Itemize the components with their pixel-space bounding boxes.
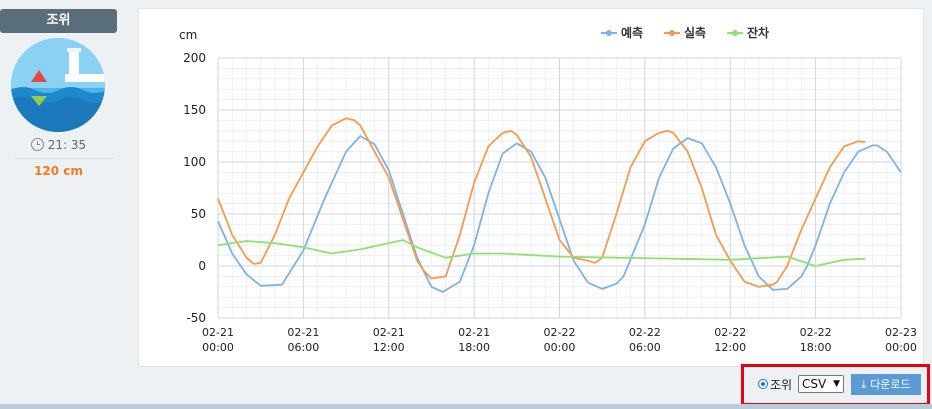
chart-legend: 예측 실측 잔차 [601, 25, 769, 40]
x-tick-time: 18:00 [800, 341, 832, 354]
x-tick-date: 02-22 [544, 326, 576, 339]
legend-marker-observed [669, 30, 675, 36]
x-tick-date: 02-21 [373, 326, 405, 339]
chart-series [217, 117, 902, 293]
x-tick-date: 02-21 [202, 326, 234, 339]
x-tick-time: 12:00 [714, 341, 746, 354]
x-tick-time: 00:00 [544, 341, 576, 354]
series-line-residual [217, 239, 866, 267]
y-tick-label: 150 [183, 103, 206, 117]
tide-chart-panel: 200 150 100 50 0 -50 02-21 00:00 02-21 06:00 02-2… [138, 8, 924, 367]
y-tick-label: 0 [198, 259, 206, 273]
legend-marker-predicted [606, 30, 612, 36]
x-tick-date: 02-22 [800, 326, 832, 339]
x-tick-time: 00:00 [202, 341, 234, 354]
download-controls: 조위 CSV ▼ ⤓ 다운로드 [741, 364, 930, 406]
x-tick-date: 02-22 [714, 326, 746, 339]
y-tick-label: 50 [191, 207, 206, 221]
sidebar-title: 조위 [0, 9, 117, 33]
x-axis-ticks: 02-21 00:00 02-21 06:00 02-21 12:00 02-21 18:00… [202, 326, 917, 354]
x-tick-date: 02-21 [287, 326, 319, 339]
legend-label-observed: 실측 [684, 25, 706, 40]
update-time: 21: 35 [0, 137, 117, 153]
time-value: 21: 35 [47, 138, 87, 152]
tide-level-value: 120 cm [34, 164, 83, 178]
series-line-observed [217, 117, 866, 288]
download-label: 다운로드 [870, 378, 911, 391]
x-tick-time: 06:00 [629, 341, 661, 354]
bottom-bar [0, 404, 932, 409]
x-tick-date: 02-21 [458, 326, 490, 339]
download-icon: ⤓ [861, 378, 867, 391]
legend-label-predicted: 예측 [621, 25, 643, 40]
series-line-predicted [217, 135, 902, 293]
x-tick-time: 12:00 [373, 341, 405, 354]
x-tick-date: 02-23 [885, 326, 917, 339]
chevron-down-icon: ▼ [833, 379, 840, 389]
lighthouse-tide-icon [11, 38, 105, 132]
x-tick-time: 18:00 [458, 341, 490, 354]
x-tick-time: 06:00 [288, 341, 320, 354]
y-unit-label: cm [179, 28, 197, 42]
legend-marker-residual [732, 30, 738, 36]
y-axis-ticks: 200 150 100 50 0 -50 [183, 51, 206, 325]
divider [14, 158, 114, 159]
chart-grid [217, 57, 902, 319]
clock-icon [30, 138, 44, 151]
x-tick-date: 02-22 [629, 326, 661, 339]
download-button[interactable]: ⤓ 다운로드 [851, 374, 921, 395]
tide-radio[interactable] [758, 379, 768, 389]
y-tick-label: 200 [183, 51, 206, 65]
format-select[interactable]: CSV ▼ [798, 375, 844, 393]
y-tick-label: 100 [183, 155, 206, 169]
y-tick-label: -50 [186, 311, 206, 325]
tide-radio-label[interactable]: 조위 [770, 378, 793, 392]
tide-sidebar: 조위 21: 35 120 cm [0, 0, 120, 404]
x-tick-time: 00:00 [885, 341, 917, 354]
legend-label-residual: 잔차 [747, 25, 769, 40]
format-select-value: CSV [802, 377, 827, 391]
